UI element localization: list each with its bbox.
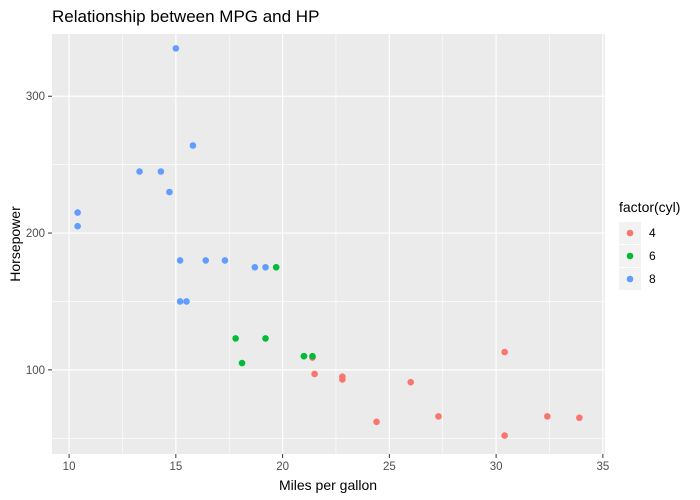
legend-key-6 <box>626 252 634 260</box>
y-axis-ticks: 100 200 300 <box>26 91 52 377</box>
data-point-cyl-6 <box>309 352 316 360</box>
data-point-cyl-6 <box>262 335 269 342</box>
legend-label-4: 4 <box>649 226 656 240</box>
x-tick-label: 35 <box>596 461 609 473</box>
data-point-cyl-8 <box>157 168 165 175</box>
data-point-cyl-8 <box>166 188 173 196</box>
data-point-cyl-8 <box>176 257 184 264</box>
data-point-cyl-4 <box>501 432 508 439</box>
x-tick-label: 10 <box>63 461 76 473</box>
data-point-cyl-6 <box>232 335 239 342</box>
x-tick-label: 25 <box>383 461 396 473</box>
data-point-cyl-6 <box>238 359 246 367</box>
legend: factor(cyl) 4 6 8 <box>619 199 680 290</box>
data-point-cyl-8 <box>74 209 81 216</box>
major-grid <box>52 34 605 454</box>
y-tick-label: 200 <box>26 228 45 240</box>
data-point-cyl-8 <box>221 257 229 264</box>
data-point-cyl-8 <box>202 257 210 264</box>
data-point-cyl-8 <box>136 168 143 175</box>
minor-grid <box>52 34 605 454</box>
y-tick-label: 300 <box>26 91 45 103</box>
legend-key-8 <box>626 275 634 283</box>
x-tick-label: 30 <box>490 461 503 473</box>
data-point-cyl-4 <box>435 413 442 420</box>
data-point-cyl-8 <box>183 298 190 305</box>
x-axis-ticks: 10 15 20 25 30 35 <box>63 454 609 473</box>
data-points <box>74 45 583 439</box>
data-point-cyl-6 <box>272 263 280 271</box>
data-point-cyl-4 <box>407 378 415 386</box>
legend-title: factor(cyl) <box>619 199 680 215</box>
data-point-cyl-4 <box>576 414 583 422</box>
x-axis-title: Miles per gallon <box>279 477 377 493</box>
data-point-cyl-8 <box>74 222 81 230</box>
plot-panel <box>52 34 605 454</box>
legend-label-8: 8 <box>649 272 656 286</box>
x-tick-label: 20 <box>276 461 289 473</box>
legend-label-6: 6 <box>649 249 656 263</box>
legend-items: 4 6 8 <box>619 222 656 290</box>
data-point-cyl-8 <box>176 298 184 305</box>
chart-title: Relationship between MPG and HP <box>52 7 319 26</box>
data-point-cyl-4 <box>544 413 551 420</box>
y-axis-title: Horsepower <box>7 206 23 282</box>
data-point-cyl-6 <box>300 352 308 360</box>
data-point-cyl-4 <box>311 370 318 378</box>
data-point-cyl-4 <box>373 418 380 426</box>
data-point-cyl-4 <box>501 348 508 356</box>
data-point-cyl-8 <box>172 45 180 52</box>
legend-key-4 <box>626 229 634 237</box>
data-point-cyl-8 <box>189 142 197 149</box>
data-point-cyl-8 <box>251 263 259 271</box>
data-point-cyl-4 <box>339 373 346 381</box>
y-tick-label: 100 <box>26 365 45 377</box>
data-point-cyl-8 <box>262 263 269 271</box>
x-tick-label: 15 <box>169 461 182 473</box>
